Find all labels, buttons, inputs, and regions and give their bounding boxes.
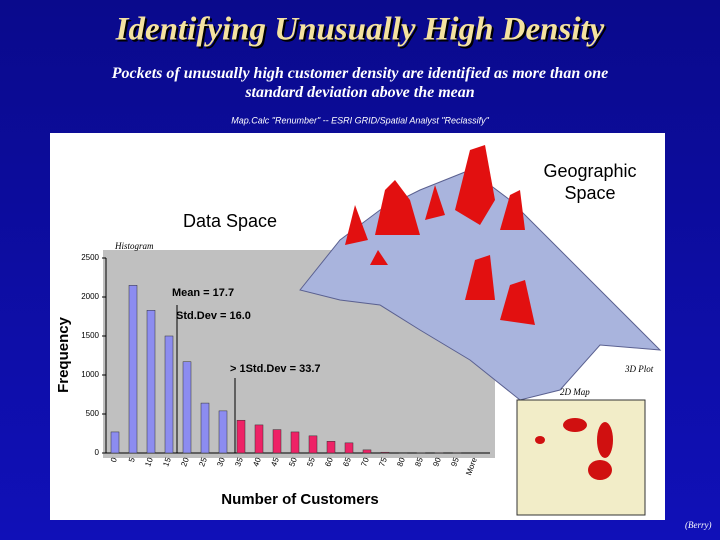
source: Map.Calc "Renumber" -- ESRI GRID/Spatial… [231, 115, 489, 125]
bar [291, 432, 299, 453]
bar [255, 425, 263, 453]
plot3d-label: 3D Plot [624, 364, 654, 374]
subtitle: Pockets of unusually high customer densi… [100, 64, 620, 102]
map2d-label: 2D Map [560, 387, 590, 397]
bar [345, 443, 353, 453]
bar [183, 362, 191, 453]
annotation: Std.Dev = 16.0 [176, 310, 251, 322]
y-tick-label: 2500 [81, 253, 99, 262]
y-tick-label: 0 [95, 448, 100, 457]
bar [147, 310, 155, 453]
bar [129, 285, 137, 453]
y-tick-label: 1500 [81, 331, 99, 340]
x-axis-label: Number of Customers [221, 491, 379, 508]
bar [237, 420, 245, 453]
geo-space-label: Geographic Space [520, 160, 660, 204]
histogram-title: Histogram [114, 241, 154, 251]
bar [363, 450, 371, 453]
credit: (Berry) [685, 520, 712, 530]
bar [381, 452, 389, 453]
bar [219, 411, 227, 453]
annotation: > 1Std.Dev = 33.7 [230, 363, 321, 375]
data-space-label: Data Space [183, 211, 277, 231]
y-tick-label: 500 [86, 409, 100, 418]
bar [111, 432, 119, 453]
geo-box: Geographic Space [520, 160, 660, 210]
map-spot [535, 436, 545, 444]
subtitle-box: Pockets of unusually high customer densi… [100, 64, 620, 110]
map-spot [597, 422, 613, 458]
y-tick-label: 2000 [81, 292, 99, 301]
y-axis-label: Frequency [55, 316, 72, 393]
y-tick-label: 1000 [81, 370, 99, 379]
bar [309, 436, 317, 453]
bar [201, 403, 209, 453]
annotation: Mean = 17.7 [172, 287, 234, 299]
map-spot [563, 418, 587, 432]
bar [273, 430, 281, 453]
bar [327, 441, 335, 453]
title: Identifying Unusually High Density [115, 12, 605, 48]
map-2d [517, 400, 645, 515]
bar [165, 336, 173, 453]
map-spot [588, 460, 612, 480]
